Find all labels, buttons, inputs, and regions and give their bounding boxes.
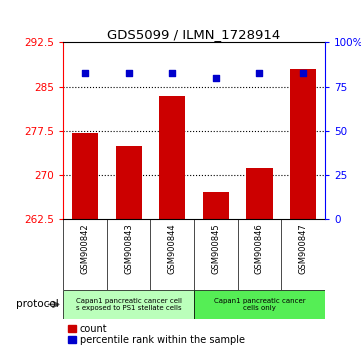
Text: GSM900843: GSM900843	[124, 223, 133, 274]
Bar	[246, 168, 273, 219]
Point	[169, 70, 175, 75]
Bar	[290, 69, 316, 219]
Text: Capan1 pancreatic cancer
cells only: Capan1 pancreatic cancer cells only	[214, 298, 305, 311]
Point	[300, 70, 306, 75]
Text: Capan1 pancreatic cancer cell
s exposed to PS1 stellate cells: Capan1 pancreatic cancer cell s exposed …	[75, 298, 182, 311]
Text: GSM900845: GSM900845	[211, 223, 220, 274]
Point	[257, 70, 262, 75]
Text: GSM900847: GSM900847	[299, 223, 308, 274]
Bar	[203, 192, 229, 219]
Text: GSM900844: GSM900844	[168, 223, 177, 274]
Point	[82, 70, 88, 75]
Point	[213, 75, 219, 81]
Bar	[116, 146, 142, 219]
Bar	[72, 133, 98, 219]
Bar	[159, 96, 185, 219]
Text: GSM900842: GSM900842	[81, 223, 90, 274]
FancyBboxPatch shape	[194, 290, 325, 319]
Text: protocol: protocol	[16, 299, 59, 309]
Point	[126, 70, 131, 75]
Text: GSM900846: GSM900846	[255, 223, 264, 274]
Title: GDS5099 / ILMN_1728914: GDS5099 / ILMN_1728914	[108, 28, 280, 41]
Legend: count, percentile rank within the sample: count, percentile rank within the sample	[64, 320, 249, 349]
FancyBboxPatch shape	[63, 290, 194, 319]
